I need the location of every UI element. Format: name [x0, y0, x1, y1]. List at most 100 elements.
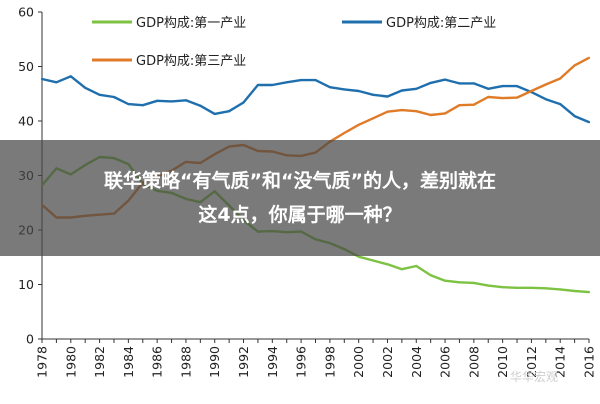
series-2-point — [69, 75, 72, 78]
series-3-point — [487, 95, 490, 99]
x-tick-label: 2016 — [582, 346, 597, 378]
series-3-point — [386, 110, 389, 113]
headline-line-2: 这4点，你属于哪一种？ — [198, 204, 402, 226]
x-tick-label: 1980 — [63, 346, 78, 378]
x-tick-label: 2002 — [380, 346, 395, 378]
x-tick-label: 1994 — [265, 346, 280, 378]
series-1-point — [472, 281, 475, 284]
series-1-point — [587, 291, 591, 294]
y-tick-label: 40 — [18, 114, 34, 129]
x-tick-label: 2010 — [495, 346, 510, 378]
series-1-point — [515, 286, 519, 289]
series-3-point — [444, 112, 447, 115]
series-1-point — [444, 279, 447, 282]
x-tick-label: 1992 — [236, 346, 251, 378]
x-tick-label: 1984 — [121, 346, 136, 378]
series-3-point — [573, 64, 576, 67]
x-tick-label: 2006 — [438, 346, 453, 378]
series-1-point — [429, 274, 432, 277]
series-2-point — [213, 112, 216, 115]
series-2-point — [314, 79, 317, 82]
series-2-point — [400, 89, 403, 92]
series-1-point — [400, 268, 403, 271]
headline-overlay[interactable]: 联华策略“有气质”和“没气质”的人，差别就在 这4点，你属于哪一种？ — [0, 140, 600, 256]
series-2-point — [458, 82, 461, 85]
series-2-point — [386, 95, 389, 98]
series-2-point — [372, 93, 375, 96]
series-1-point — [386, 263, 389, 266]
series-line-2 — [41, 75, 590, 124]
y-tick-label: 10 — [18, 277, 34, 292]
series-1-point — [357, 255, 360, 258]
x-tick-label: 2000 — [351, 346, 366, 378]
series-2-point — [40, 77, 44, 81]
series-2-point — [285, 81, 288, 84]
x-tick-label: 1988 — [178, 346, 193, 378]
legend-label-2: GDP构成:第二产业 — [386, 16, 496, 31]
series-2-point — [429, 81, 432, 84]
series-2-point — [170, 100, 173, 103]
watermark-text: 华华宏观 — [510, 370, 559, 384]
series-2-point — [472, 82, 475, 85]
series-1-point — [573, 289, 576, 293]
series-2-point — [228, 110, 231, 113]
series-2-point — [300, 79, 303, 82]
series-2-point — [587, 121, 591, 124]
series-3-point — [458, 104, 461, 107]
series-2-point — [444, 78, 447, 81]
x-tick-label: 2014 — [553, 346, 568, 378]
x-tick-label: 2008 — [466, 346, 481, 378]
headline-line-1: 联华策略“有气质”和“没气质”的人，差别就在 — [104, 170, 496, 192]
series-1-point — [372, 259, 375, 262]
series-2-point — [199, 104, 202, 107]
series-1-point — [530, 286, 533, 289]
y-tick-label: 60 — [18, 5, 34, 20]
series-2-point — [55, 81, 58, 84]
series-2-point — [357, 89, 360, 93]
series-3-point — [357, 123, 360, 126]
series-2-point — [156, 99, 159, 102]
x-tick-label: 2012 — [524, 346, 539, 378]
series-2-point — [501, 85, 504, 88]
series-3-point — [515, 96, 519, 99]
series-2-point — [487, 87, 490, 90]
x-tick-label: 1978 — [35, 346, 50, 378]
series-3-point — [587, 56, 591, 59]
legend-label-3: GDP构成:第三产业 — [136, 54, 246, 69]
series-2-point — [98, 93, 101, 96]
series-3-point — [415, 110, 418, 113]
y-tick-label: 50 — [18, 59, 34, 74]
series-2-point — [184, 99, 187, 102]
series-2-point — [343, 88, 346, 91]
series-3-point — [343, 131, 346, 135]
series-3-point — [472, 103, 475, 106]
series-2-point — [242, 101, 245, 104]
x-tick-label: 2004 — [409, 346, 424, 378]
series-1-point — [458, 281, 461, 284]
x-tick-label: 1996 — [294, 346, 309, 378]
y-tick-label: 0 — [26, 332, 34, 347]
series-3-point — [429, 113, 432, 117]
series-3-point — [501, 97, 504, 100]
series-1-point — [487, 284, 490, 287]
series-3-point — [400, 109, 403, 112]
series-2-point — [271, 83, 274, 87]
series-2-point — [112, 95, 116, 99]
series-3-point — [544, 83, 547, 86]
series-2-point — [544, 98, 547, 101]
series-1-point — [544, 287, 547, 290]
series-2-point — [515, 85, 519, 88]
series-2-point — [559, 103, 562, 106]
series-2-point — [415, 87, 418, 90]
legend-label-1: GDP构成:第一产业 — [136, 16, 246, 31]
series-3-point — [559, 77, 562, 80]
series-2-point — [328, 86, 331, 89]
x-tick-label: 1998 — [322, 346, 337, 378]
series-3-point — [372, 117, 375, 120]
series-2-point — [141, 104, 144, 107]
series-2-point — [573, 115, 576, 118]
x-tick-label: 1986 — [150, 346, 165, 378]
series-1-point — [501, 286, 504, 289]
x-tick-label: 1982 — [92, 346, 107, 378]
series-1-point — [415, 264, 418, 268]
